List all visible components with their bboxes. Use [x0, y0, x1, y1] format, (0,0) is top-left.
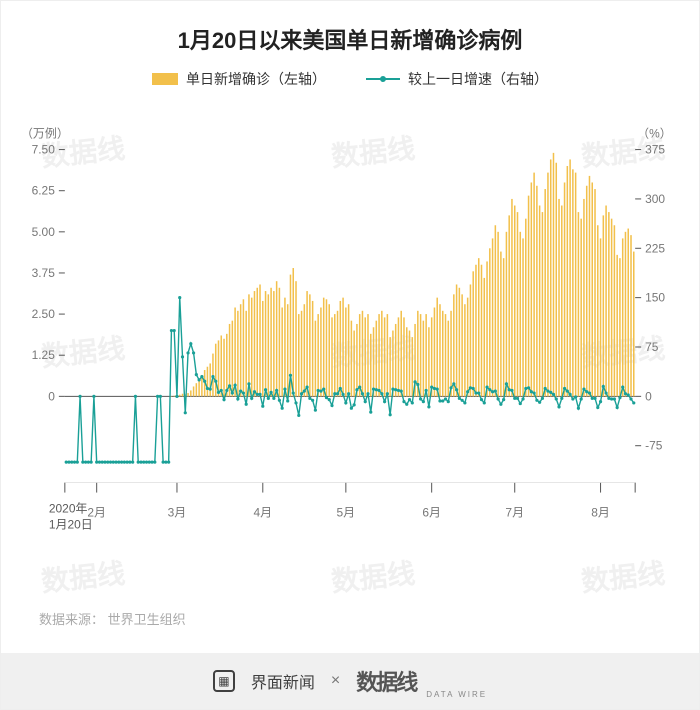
svg-text:375: 375 — [645, 143, 665, 157]
chart-area: （万例） （%） 0 1.25 2.50 3.75 5.00 6.25 7.50 -75 0 75 15… — [11, 119, 689, 569]
source-prefix: 数据来源： — [39, 612, 104, 627]
svg-text:2020年: 2020年 — [49, 502, 88, 516]
svg-text:0: 0 — [48, 389, 55, 403]
svg-text:8月: 8月 — [591, 505, 610, 519]
legend: 单日新增确诊（左轴） 较上一日增速（右轴） — [1, 69, 699, 97]
legend-label-line: 较上一日增速（右轴） — [408, 69, 548, 89]
footer-brand2-sub: DATA WIRE — [426, 690, 487, 709]
svg-text:1月20日: 1月20日 — [49, 517, 93, 531]
data-source: 数据来源： 世界卫生组织 — [39, 609, 186, 628]
footer: ▦ 界面新闻 × 数据线 DATA WIRE — [1, 653, 699, 709]
svg-text:7.50: 7.50 — [32, 143, 56, 157]
legend-item-line: 较上一日增速（右轴） — [366, 69, 548, 89]
svg-text:5.00: 5.00 — [32, 225, 56, 239]
legend-label-bar: 单日新增确诊（左轴） — [186, 69, 326, 89]
svg-text:0: 0 — [645, 389, 652, 403]
svg-text:-75: -75 — [645, 439, 663, 453]
svg-text:3.75: 3.75 — [32, 266, 56, 280]
svg-text:225: 225 — [645, 241, 665, 255]
footer-brand2: 数据线 — [356, 665, 416, 697]
svg-text:7月: 7月 — [505, 505, 524, 519]
chart-svg: （万例） （%） 0 1.25 2.50 3.75 5.00 6.25 7.50 -75 0 75 15… — [11, 119, 689, 569]
source-value: 世界卫生组织 — [108, 612, 186, 627]
footer-sep: × — [331, 672, 340, 690]
brand-icon: ▦ — [213, 670, 235, 692]
legend-swatch-line — [366, 78, 400, 80]
svg-text:5月: 5月 — [337, 505, 356, 519]
svg-text:2月: 2月 — [87, 505, 106, 519]
chart-card: 数据线 数据线 数据线 数据线 数据线 数据线 数据线 数据线 数据线 1月20… — [0, 0, 700, 710]
svg-text:75: 75 — [645, 340, 659, 354]
svg-text:4月: 4月 — [253, 505, 272, 519]
chart-title: 1月20日以来美国单日新增确诊病例 — [1, 1, 699, 69]
svg-text:300: 300 — [645, 192, 665, 206]
svg-text:150: 150 — [645, 291, 665, 305]
svg-text:2.50: 2.50 — [32, 307, 56, 321]
legend-swatch-bar — [152, 73, 178, 85]
svg-text:（%）: （%） — [637, 127, 672, 141]
footer-brand1: 界面新闻 — [251, 669, 315, 693]
svg-text:3月: 3月 — [168, 505, 187, 519]
svg-text:（万例）: （万例） — [21, 127, 69, 141]
svg-text:6.25: 6.25 — [32, 184, 56, 198]
svg-text:6月: 6月 — [422, 505, 441, 519]
legend-item-bar: 单日新增确诊（左轴） — [152, 69, 326, 89]
svg-text:1.25: 1.25 — [32, 348, 56, 362]
